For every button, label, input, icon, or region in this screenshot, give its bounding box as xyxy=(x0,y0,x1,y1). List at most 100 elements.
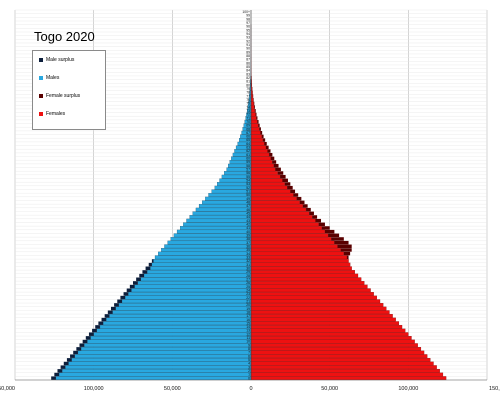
female-bar xyxy=(251,135,262,138)
age-tick-label: 77 xyxy=(246,94,250,98)
male-bar xyxy=(183,223,251,226)
male-surplus-bar xyxy=(117,300,122,303)
legend-label-females: Females xyxy=(46,111,65,117)
female-bar xyxy=(251,332,408,335)
age-tick-label: 98 xyxy=(246,17,250,21)
age-tick-label: 91 xyxy=(246,43,250,47)
male-surplus-bar xyxy=(57,369,62,372)
female-bar xyxy=(251,362,434,365)
female-bar xyxy=(251,281,364,284)
male-bar xyxy=(174,234,251,237)
age-tick-label: 29 xyxy=(246,270,250,274)
female-bar xyxy=(251,256,347,259)
male-surplus-bar xyxy=(95,325,100,328)
female-bar xyxy=(251,278,361,281)
age-tick-label: 18 xyxy=(246,310,250,314)
age-tick-label: 67 xyxy=(246,131,250,135)
age-tick-label: 81 xyxy=(246,80,250,84)
male-bar xyxy=(147,270,251,273)
age-tick-label: 13 xyxy=(246,329,250,333)
male-bar xyxy=(186,219,251,222)
male-bar xyxy=(59,373,251,376)
age-tick-label: 5 xyxy=(248,358,250,362)
female-bar xyxy=(251,175,280,178)
female-bar xyxy=(251,164,274,167)
female-surplus-bar xyxy=(259,127,261,130)
age-tick-label: 43 xyxy=(246,219,250,223)
male-surplus-bar xyxy=(139,274,144,277)
female-bar xyxy=(251,193,293,196)
male-surplus-bar xyxy=(149,263,152,266)
female-surplus-bar xyxy=(254,105,255,108)
female-bar xyxy=(251,138,263,141)
female-bar xyxy=(251,263,350,266)
x-tick-label: 100,000 xyxy=(84,386,104,392)
male-bar xyxy=(122,300,251,303)
female-bar xyxy=(251,186,287,189)
male-bar xyxy=(193,212,251,215)
legend-swatch-females xyxy=(39,112,43,116)
age-tick-label: 57 xyxy=(246,168,250,172)
male-surplus-bar xyxy=(64,362,69,365)
female-surplus-bar xyxy=(282,179,288,182)
female-surplus-bar xyxy=(264,142,266,145)
female-bar xyxy=(251,197,297,200)
male-surplus-bar xyxy=(73,351,78,354)
female-surplus-bar xyxy=(300,201,305,204)
age-tick-label: 20 xyxy=(246,303,250,307)
age-tick-label: 16 xyxy=(246,318,250,322)
female-bar xyxy=(251,292,374,295)
female-bar xyxy=(251,354,427,357)
age-tick-label: 36 xyxy=(246,244,250,248)
age-tick-label: 74 xyxy=(246,105,250,109)
male-bar xyxy=(81,347,251,350)
age-tick-label: 51 xyxy=(246,190,250,194)
female-surplus-bar xyxy=(272,160,276,163)
female-bar xyxy=(251,300,380,303)
age-tick-label: 2 xyxy=(248,369,250,373)
male-surplus-bar xyxy=(136,278,141,281)
male-bar xyxy=(150,267,251,270)
male-bar xyxy=(103,321,251,324)
female-bar xyxy=(251,237,331,240)
age-tick-label: 56 xyxy=(246,171,250,175)
age-tick-label: 63 xyxy=(246,146,250,150)
age-tick-label: 64 xyxy=(246,142,250,146)
age-tick-label: 94 xyxy=(246,32,250,36)
age-tick-label: 88 xyxy=(246,54,250,58)
female-surplus-bar xyxy=(293,193,298,196)
female-surplus-bar xyxy=(341,248,352,251)
legend-swatch-female-surplus xyxy=(39,94,43,98)
age-tick-label: 60 xyxy=(246,157,250,161)
female-surplus-bar xyxy=(256,116,257,119)
age-tick-label: 22 xyxy=(246,296,250,300)
female-bar xyxy=(251,365,437,368)
female-bar xyxy=(251,201,300,204)
male-bar xyxy=(199,204,251,207)
female-bar xyxy=(251,347,421,350)
age-tick-label: 87 xyxy=(246,58,250,62)
male-bar xyxy=(155,256,251,259)
male-bar xyxy=(161,248,251,251)
age-tick-label: 33 xyxy=(246,255,250,259)
age-tick-label: 7 xyxy=(248,351,250,355)
age-tick-label: 48 xyxy=(246,201,250,205)
female-surplus-bar xyxy=(262,135,264,138)
age-tick-label: 3 xyxy=(248,365,250,369)
legend-item-males: Males xyxy=(39,75,59,81)
legend-label-male-surplus: Male surplus xyxy=(46,57,74,63)
male-surplus-bar xyxy=(86,336,91,339)
age-tick-label: 71 xyxy=(246,116,250,120)
age-tick-label: 4 xyxy=(248,362,250,366)
male-bar xyxy=(97,329,251,332)
female-surplus-bar xyxy=(312,215,317,218)
male-bar xyxy=(177,230,251,233)
female-surplus-bar xyxy=(280,175,286,178)
female-bar xyxy=(251,358,430,361)
female-bar xyxy=(251,314,393,317)
age-tick-label: 49 xyxy=(246,197,250,201)
age-tick-label: 89 xyxy=(246,50,250,54)
male-bar xyxy=(202,201,251,204)
age-tick-label: 8 xyxy=(248,347,250,351)
male-bar xyxy=(158,252,251,255)
